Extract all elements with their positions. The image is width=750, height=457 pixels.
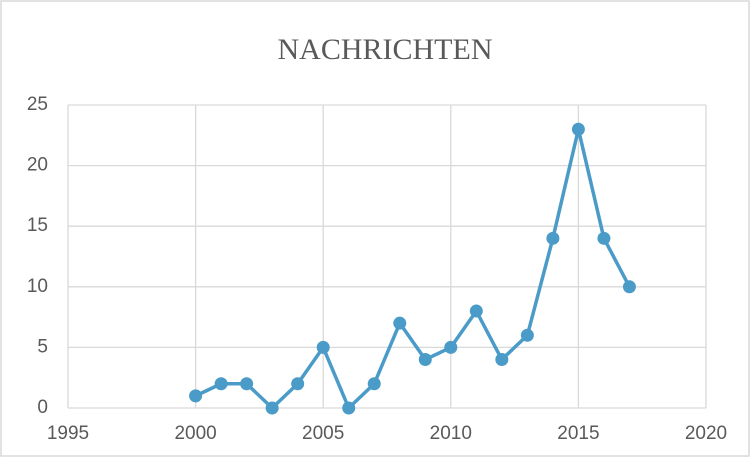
data-point	[189, 389, 203, 403]
x-tick-label: 2005	[302, 423, 344, 444]
data-point	[444, 340, 458, 354]
data-point	[240, 377, 254, 391]
chart-title: NACHRICHTEN	[278, 33, 493, 66]
data-point	[342, 401, 356, 415]
y-tick-label: 25	[27, 94, 48, 115]
x-tick-label: 2020	[685, 423, 727, 444]
data-point	[367, 377, 381, 391]
data-point	[214, 377, 228, 391]
x-tick-label: 2000	[174, 423, 216, 444]
data-point	[316, 340, 330, 354]
data-point	[418, 353, 432, 367]
x-tick-label: 2015	[557, 423, 599, 444]
data-point	[469, 304, 483, 318]
data-point	[291, 377, 305, 391]
data-point	[520, 328, 534, 342]
data-point	[597, 231, 611, 245]
data-point	[571, 122, 585, 136]
y-tick-label: 20	[27, 155, 48, 176]
data-point	[265, 401, 279, 415]
data-point	[393, 316, 407, 330]
data-point	[546, 231, 560, 245]
y-tick-label: 0	[37, 397, 48, 418]
x-tick-label: 2010	[430, 423, 472, 444]
y-tick-label: 10	[27, 276, 48, 297]
y-tick-label: 15	[27, 215, 48, 236]
data-point	[622, 280, 636, 294]
x-tick-label: 1995	[47, 423, 89, 444]
y-tick-label: 5	[37, 336, 48, 357]
data-point	[495, 353, 509, 367]
